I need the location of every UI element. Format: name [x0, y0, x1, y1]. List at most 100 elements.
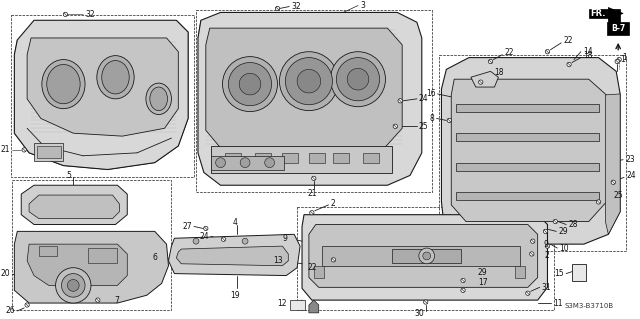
Polygon shape: [605, 94, 620, 234]
Bar: [572, 264, 586, 281]
Bar: [282, 153, 298, 163]
Circle shape: [447, 118, 451, 122]
Text: 21: 21: [1, 145, 10, 154]
Polygon shape: [302, 215, 547, 300]
Circle shape: [567, 62, 572, 67]
Text: 27: 27: [182, 222, 192, 231]
Circle shape: [398, 99, 403, 103]
Circle shape: [265, 158, 275, 167]
Text: 18: 18: [495, 68, 504, 77]
Circle shape: [461, 288, 465, 293]
Ellipse shape: [146, 83, 172, 115]
Circle shape: [461, 278, 465, 283]
Circle shape: [393, 124, 397, 129]
Text: 20: 20: [1, 269, 10, 278]
Text: 8: 8: [430, 114, 435, 123]
Circle shape: [337, 58, 380, 101]
Circle shape: [347, 68, 369, 90]
Text: 25: 25: [419, 122, 429, 131]
Text: 2: 2: [545, 251, 549, 260]
Bar: [88, 248, 118, 263]
Text: 18: 18: [583, 51, 593, 60]
Polygon shape: [322, 246, 520, 266]
Text: 26: 26: [6, 307, 15, 315]
Bar: [39, 246, 56, 256]
Circle shape: [193, 238, 199, 244]
Circle shape: [297, 69, 321, 93]
Text: 21: 21: [307, 189, 317, 198]
Bar: [456, 133, 598, 141]
Circle shape: [611, 180, 616, 184]
Text: 5: 5: [67, 171, 71, 180]
Circle shape: [545, 244, 550, 248]
Text: 13: 13: [273, 256, 282, 265]
Circle shape: [615, 59, 620, 64]
Circle shape: [223, 56, 278, 112]
Polygon shape: [177, 246, 288, 266]
Circle shape: [530, 252, 534, 256]
Polygon shape: [29, 195, 120, 219]
Polygon shape: [198, 12, 422, 185]
Bar: [211, 146, 392, 174]
Circle shape: [56, 268, 91, 303]
Text: 31: 31: [541, 283, 551, 292]
Bar: [255, 153, 271, 163]
Text: 24: 24: [419, 94, 429, 103]
Circle shape: [228, 63, 271, 106]
Text: 22: 22: [504, 48, 514, 57]
Polygon shape: [198, 20, 201, 38]
Text: 29: 29: [558, 227, 568, 236]
Ellipse shape: [150, 87, 168, 111]
Polygon shape: [21, 185, 127, 225]
Text: 1: 1: [622, 53, 627, 62]
Ellipse shape: [42, 60, 85, 109]
Circle shape: [488, 59, 493, 64]
Bar: [291, 300, 305, 310]
Text: 32: 32: [85, 10, 95, 19]
Text: 9: 9: [543, 240, 548, 249]
Polygon shape: [14, 20, 188, 169]
Circle shape: [95, 298, 100, 302]
Text: 28: 28: [568, 220, 578, 229]
Bar: [225, 153, 241, 163]
Text: 19: 19: [230, 291, 240, 300]
Ellipse shape: [47, 64, 80, 104]
Bar: [456, 104, 598, 112]
Text: 11: 11: [554, 299, 563, 308]
Text: 14: 14: [583, 47, 593, 56]
Polygon shape: [442, 58, 620, 244]
Circle shape: [242, 238, 248, 244]
Text: 1: 1: [620, 55, 625, 64]
Circle shape: [22, 148, 26, 152]
Polygon shape: [609, 8, 623, 19]
Circle shape: [525, 291, 530, 295]
Text: 30: 30: [414, 309, 424, 318]
Bar: [309, 153, 324, 163]
Text: 9: 9: [282, 234, 287, 243]
Circle shape: [310, 211, 314, 215]
Circle shape: [216, 158, 225, 167]
Text: 6: 6: [153, 253, 157, 263]
Circle shape: [543, 229, 548, 234]
Circle shape: [25, 303, 29, 307]
Polygon shape: [168, 234, 300, 276]
Text: 3: 3: [360, 1, 365, 10]
Ellipse shape: [102, 61, 129, 94]
Text: 17: 17: [478, 278, 488, 287]
Bar: [37, 146, 61, 158]
Polygon shape: [309, 225, 538, 287]
Text: 7: 7: [115, 296, 120, 305]
Text: 24: 24: [626, 171, 636, 180]
Text: 10: 10: [559, 244, 569, 253]
Text: 12: 12: [277, 299, 286, 308]
Circle shape: [479, 80, 483, 84]
Polygon shape: [589, 9, 620, 22]
Bar: [392, 249, 461, 263]
Text: 22: 22: [563, 36, 573, 45]
Circle shape: [553, 219, 557, 224]
Bar: [34, 143, 63, 161]
Circle shape: [312, 176, 316, 181]
Polygon shape: [27, 38, 179, 136]
Text: FR.: FR.: [591, 9, 606, 18]
Circle shape: [617, 57, 621, 62]
